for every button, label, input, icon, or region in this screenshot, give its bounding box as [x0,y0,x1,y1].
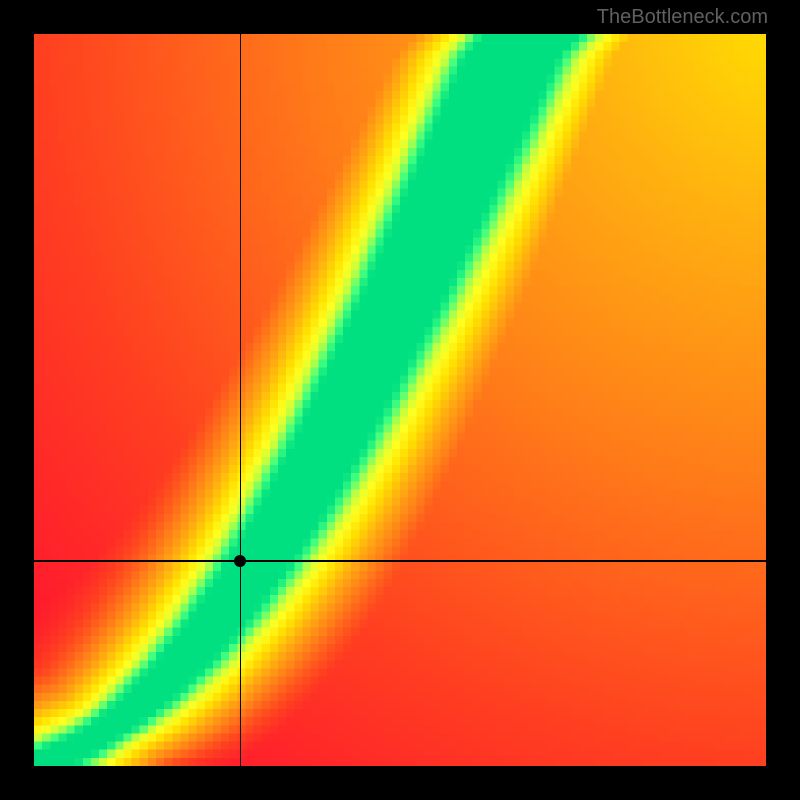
plot-area [34,34,766,766]
selected-point-marker [234,555,246,567]
crosshair-vertical [240,34,242,766]
heatmap-canvas [34,34,766,766]
crosshair-horizontal [34,560,766,562]
watermark-text: TheBottleneck.com [597,6,768,29]
chart-container: TheBottleneck.com [0,0,800,800]
